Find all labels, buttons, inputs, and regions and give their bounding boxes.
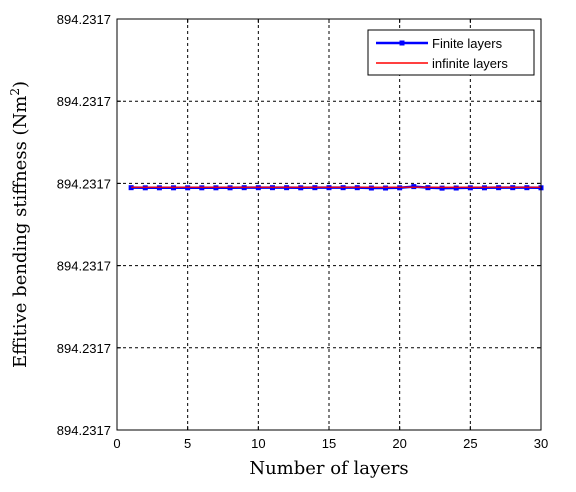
x-tick-label: 10 <box>251 436 265 451</box>
y-tick-label: 894.2317 <box>57 259 111 274</box>
x-tick-label: 25 <box>463 436 477 451</box>
y-tick-label: 894.2317 <box>57 176 111 191</box>
data-point-finite-layers <box>383 185 389 191</box>
legend-label-finite-layers: Finite layers <box>432 36 503 51</box>
x-tick-label: 30 <box>534 436 548 451</box>
y-tick-label: 894.2317 <box>57 12 111 27</box>
x-tick-label: 15 <box>322 436 336 451</box>
y-tick-label: 894.2317 <box>57 94 111 109</box>
legend-box <box>367 29 535 76</box>
axis-ticks <box>116 18 542 431</box>
data-point-finite-layers <box>368 185 374 191</box>
y-tick-label: 894.2317 <box>57 341 111 356</box>
grid-lines <box>117 19 541 430</box>
y-axis-label-close: ) <box>10 81 31 88</box>
legend-marker-finite-layers <box>399 40 405 46</box>
x-tick-label: 0 <box>113 436 120 451</box>
y-axis-label-main: Effitive bending stiffness (Nm <box>10 96 31 368</box>
data-point-finite-layers <box>453 185 459 191</box>
x-tick-label: 5 <box>184 436 191 451</box>
y-tick-label: 894.2317 <box>57 423 111 438</box>
x-tick-label: 20 <box>392 436 406 451</box>
legend-label-infinite-layers: infinite layers <box>432 56 508 71</box>
data-point-finite-layers <box>439 185 445 191</box>
y-axis-label-superscript: 2 <box>8 88 22 96</box>
x-axis-label: Number of layers <box>249 458 408 479</box>
data-point-finite-layers <box>411 184 417 190</box>
series-layer <box>128 184 544 191</box>
y-axis-label: Effitive bending stiffness (Nm2) <box>8 81 31 368</box>
legend: Finite layers infinite layers <box>367 29 535 76</box>
